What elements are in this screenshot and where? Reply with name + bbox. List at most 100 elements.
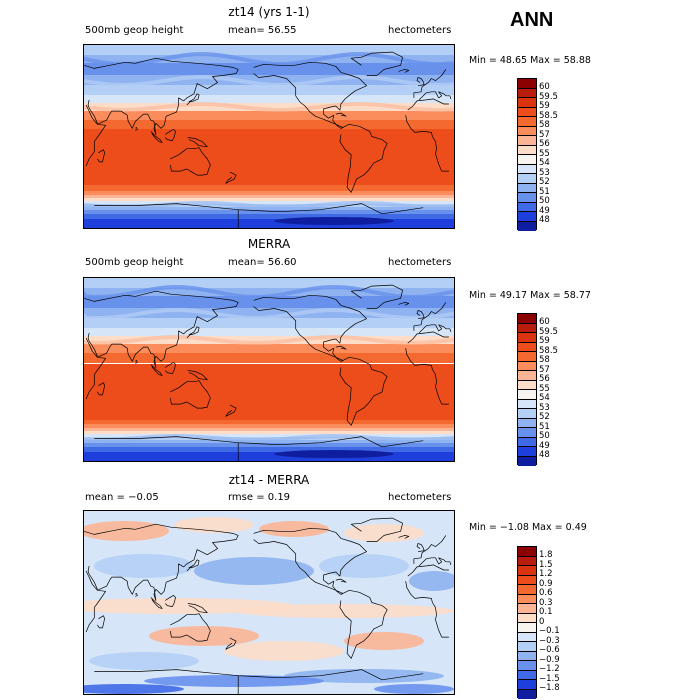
colorbar-tick-label: −0.9 [539,654,560,665]
map-plot [84,45,454,228]
colorbar-tick-label: 54 [539,393,550,403]
colorbar-tick-label: 60 [539,82,550,92]
colorbar-swatch [518,642,536,652]
colorbar-tick-label: 56 [539,374,550,384]
colorbar-tick-label: 0.3 [539,597,553,608]
colorbar-tick-label: 54 [539,158,550,168]
colorbar-swatch [518,613,536,623]
minmax-label: Min = −1.08 Max = 0.49 [469,522,587,533]
colorbar-tick-label: 59.5 [539,326,558,337]
rmse-label: rmse = 0.19 [228,492,291,503]
colorbar [517,78,537,231]
colorbar-tick-label: 57 [539,364,550,375]
colorbar-tick-label: 49 [539,205,550,216]
colorbar-swatch [518,670,536,680]
colorbar-tick-label: 52 [539,412,550,422]
map-plot [84,511,454,694]
minmax-label: Min = 48.65 Max = 58.88 [469,55,591,66]
map-field-merra [83,277,455,462]
colorbar-swatch [518,361,536,371]
colorbar-swatch [518,323,536,333]
colorbar-swatch [518,456,536,466]
colorbar-tick-label: 52 [539,177,550,187]
colorbar-swatch [518,333,536,343]
colorbar-swatch [518,418,536,428]
colorbar-swatch [518,623,536,633]
colorbar-swatch [518,164,536,174]
colorbar-tick-label: 56 [539,139,550,149]
colorbar-swatch [518,145,536,155]
colorbar [517,546,537,699]
colorbar-swatch [518,428,536,438]
map-field-model [83,44,455,229]
colorbar-swatch [518,371,536,381]
colorbar-tick-label: 49 [539,440,550,451]
colorbar-swatch [518,661,536,671]
units-label: hectometers [388,25,452,36]
colorbar-swatch [518,399,536,409]
colorbar-swatch [518,566,536,576]
colorbar-swatch [518,193,536,203]
colorbar-swatch [518,352,536,362]
colorbar-tick-label: 53 [539,402,550,413]
colorbar-swatch [518,155,536,165]
variable-label: 500mb geop height [85,257,184,268]
colorbar [517,313,537,466]
colorbar-swatch [518,98,536,108]
colorbar-swatch [518,314,536,324]
colorbar-swatch [518,585,536,595]
colorbar-swatch [518,437,536,447]
colorbar-swatch [518,79,536,89]
units-label: hectometers [388,492,452,503]
colorbar-swatch [518,117,536,127]
colorbar-swatch [518,575,536,585]
colorbar-swatch [518,680,536,690]
coastlines [84,51,452,228]
colorbar-tick-label: 57 [539,129,550,140]
colorbar-tick-label: −0.6 [539,645,560,655]
variable-label: 500mb geop height [85,25,184,36]
panel-title: MERRA [247,237,291,251]
colorbar-swatch [518,221,536,231]
colorbar-swatch [518,342,536,352]
colorbar-swatch [518,547,536,557]
colorbar-swatch [518,651,536,661]
colorbar-tick-label: 59 [539,101,550,111]
colorbar-tick-label: 51 [539,186,550,197]
mean-label: mean = −0.05 [85,492,159,503]
colorbar-swatch [518,107,536,117]
colorbar-tick-label: 55 [539,383,550,394]
colorbar-tick-label: 0.6 [539,588,553,598]
panel-title: zt14 - MERRA [228,473,310,487]
colorbar-tick-label: 58.5 [539,345,558,356]
colorbar-swatch [518,88,536,98]
colorbar-tick-label: 0.9 [539,578,553,589]
colorbar-tick-label: 51 [539,421,550,432]
colorbar-tick-label: 48 [539,215,550,225]
colorbar-tick-label: 59 [539,336,550,346]
units-label: hectometers [388,257,452,268]
map-field-difference [83,510,455,695]
colorbar-tick-label: −1.5 [539,673,560,684]
colorbar-tick-label: 53 [539,167,550,178]
colorbar-tick-label: 1.5 [539,559,553,570]
minmax-label: Min = 49.17 Max = 58.77 [469,290,591,301]
colorbar-swatch [518,447,536,457]
colorbar-swatch [518,556,536,566]
colorbar-tick-label: 55 [539,148,550,159]
colorbar-swatch [518,212,536,222]
colorbar-tick-label: −1.8 [539,683,560,693]
mean-label: mean= 56.60 [228,257,297,268]
coastlines [84,284,452,461]
colorbar-tick-label: 48 [539,450,550,460]
colorbar-swatch [518,126,536,136]
colorbar-tick-label: −0.3 [539,635,560,646]
colorbar-tick-label: 58.5 [539,110,558,121]
colorbar-tick-label: 1.2 [539,569,553,579]
colorbar-swatch [518,632,536,642]
coastlines [84,517,452,694]
colorbar-swatch [518,380,536,390]
colorbar-swatch [518,390,536,400]
colorbar-tick-label: 60 [539,317,550,327]
colorbar-tick-label: 0.1 [539,607,553,617]
